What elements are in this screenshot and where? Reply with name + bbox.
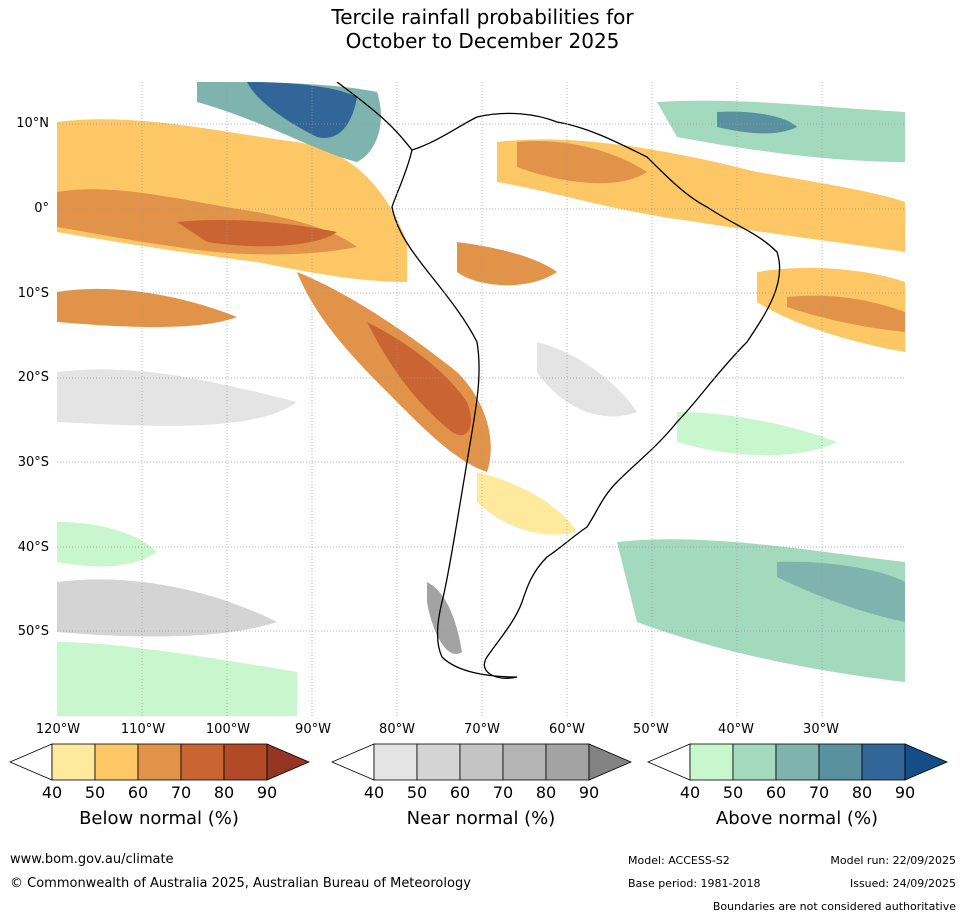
below-normal-argentina — [477, 472, 577, 535]
below-normal-pacific-dark — [177, 220, 337, 247]
lat-label: 0° — [34, 201, 49, 216]
colorbar-tick: 80 — [851, 783, 873, 802]
above-normal-east-pacific-west — [57, 522, 157, 567]
lon-label: 120°W — [35, 722, 81, 737]
colorbar-tick: 70 — [492, 783, 514, 802]
below-normal-atlantic-core — [787, 295, 905, 332]
swatch — [137, 743, 182, 781]
pacific-coast — [391, 149, 518, 678]
swatch — [373, 743, 418, 781]
colorbar-tick: 40 — [41, 783, 63, 802]
colorbar-tick: 40 — [679, 783, 701, 802]
colorbar-below-normal — [8, 743, 311, 781]
central-america-coast — [336, 82, 413, 151]
base-period: Base period: 1981-2018 — [628, 877, 761, 890]
colorbar-tick: 50 — [84, 783, 106, 802]
above-normal-southeast-pacific — [57, 642, 297, 716]
rainfall-probability-map[interactable] — [57, 82, 905, 716]
swatch — [904, 743, 949, 781]
lon-label: 80°W — [379, 722, 415, 737]
copyright-notice: © Commonwealth of Australia 2025, Austra… — [10, 876, 471, 891]
colorbar-tick: 40 — [363, 783, 385, 802]
below-normal-venezuela — [517, 141, 647, 184]
colorbar-tick: 80 — [213, 783, 235, 802]
swatch — [180, 743, 225, 781]
lat-label: 30°S — [17, 455, 49, 470]
colorbar-tick: 90 — [256, 783, 278, 802]
colorbar-tick: 80 — [535, 783, 557, 802]
lon-label: 90°W — [295, 722, 331, 737]
lon-label: 60°W — [549, 722, 585, 737]
lat-label: 10°S — [17, 286, 49, 301]
caribbean-coast — [411, 112, 781, 679]
near-normal-brazil — [537, 342, 637, 417]
swatch — [588, 743, 633, 781]
coastline — [336, 82, 781, 679]
swatch — [689, 743, 734, 781]
colorbar-near-normal — [330, 743, 633, 781]
lon-label: 40°W — [718, 722, 754, 737]
swatch — [8, 743, 53, 781]
above-normal-south-atlantic-core — [777, 561, 905, 622]
graticule — [57, 82, 905, 716]
swatch — [646, 743, 691, 781]
lon-label: 100°W — [205, 722, 251, 737]
below-normal-pacific-south — [57, 288, 237, 327]
lon-label: 50°W — [633, 722, 669, 737]
issued-date: Issued: 24/09/2025 — [849, 877, 956, 890]
colorbar-label-near-normal: Near normal (%) — [406, 808, 556, 829]
near-normal-patagonia — [427, 582, 462, 654]
above-normal-central-america-core — [247, 82, 357, 138]
colorbar-tick: 60 — [127, 783, 149, 802]
swatch — [416, 743, 461, 781]
swatch — [266, 743, 311, 781]
lon-label: 70°W — [464, 722, 500, 737]
swatch — [223, 743, 268, 781]
swatch — [732, 743, 777, 781]
model-name: Model: ACCESS-S2 — [628, 854, 730, 867]
swatch — [51, 743, 96, 781]
swatch — [502, 743, 547, 781]
colorbar-label-above-normal: Above normal (%) — [715, 808, 879, 829]
colorbar-tick: 50 — [722, 783, 744, 802]
near-normal-south-pacific — [57, 579, 277, 637]
colorbar-tick: 60 — [765, 783, 787, 802]
swatch — [330, 743, 375, 781]
lat-label: 40°S — [17, 540, 49, 555]
swatch — [775, 743, 820, 781]
colorbar-tick: 50 — [406, 783, 428, 802]
near-normal-east-pacific — [57, 369, 297, 426]
lat-label: 20°S — [17, 370, 49, 385]
swatch — [459, 743, 504, 781]
colorbar-tick: 70 — [170, 783, 192, 802]
model-run-date: Model run: 22/09/2025 — [830, 854, 956, 867]
colorbar-tick: 70 — [808, 783, 830, 802]
colorbar-above-normal — [646, 743, 949, 781]
swatch — [818, 743, 863, 781]
lat-label: 10°N — [16, 116, 49, 131]
lat-label: 50°S — [17, 624, 49, 639]
colorbar-tick: 90 — [578, 783, 600, 802]
lon-label: 30°W — [803, 722, 839, 737]
colorbar-tick: 90 — [894, 783, 916, 802]
chart-title-line-2: October to December 2025 — [345, 29, 620, 53]
boundaries-disclaimer: Boundaries are not considered authoritat… — [712, 900, 956, 913]
chart-title-line-1: Tercile rainfall probabilities for — [331, 5, 634, 29]
bom-climate-link[interactable]: www.bom.gov.au/climate — [10, 852, 174, 867]
below-normal-chile-core — [367, 322, 472, 436]
swatch — [861, 743, 906, 781]
above-normal-brazil-east — [677, 412, 837, 456]
colorbar-tick: 60 — [449, 783, 471, 802]
swatch — [94, 743, 139, 781]
probability-shading — [57, 82, 905, 716]
lon-label: 110°W — [120, 722, 166, 737]
swatch — [545, 743, 590, 781]
colorbar-label-below-normal: Below normal (%) — [79, 808, 239, 829]
